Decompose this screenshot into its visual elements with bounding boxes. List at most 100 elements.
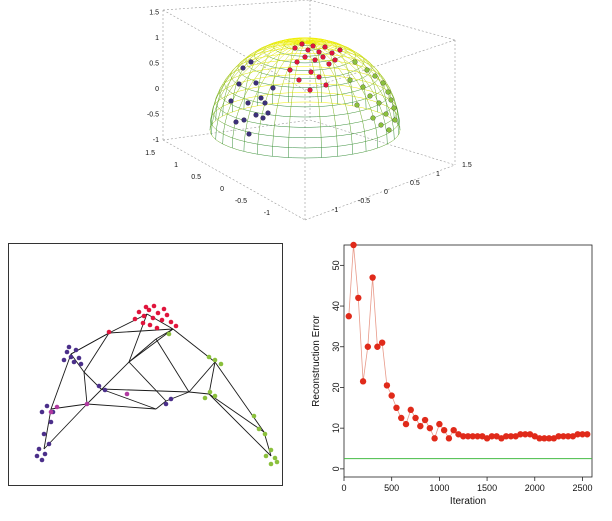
- error-data-point: [407, 406, 414, 414]
- hemisphere-data-point: [322, 44, 328, 50]
- hemisphere-data-point: [246, 131, 252, 137]
- error-data-point: [574, 431, 581, 438]
- graph-edge: [100, 388, 190, 393]
- x-tick-label: -1: [264, 210, 270, 217]
- error-data-point: [474, 433, 481, 440]
- graph-data-point: [54, 404, 60, 410]
- hemisphere-data-point: [253, 112, 259, 118]
- graph-edge: [83, 332, 110, 373]
- graph-data-point: [36, 446, 42, 452]
- hemisphere-data-point: [376, 100, 382, 106]
- mesh-meridian-line: [304, 41, 399, 135]
- hemisphere-data-point: [233, 119, 239, 125]
- graph-data-point: [161, 306, 167, 312]
- error-data-point: [412, 414, 419, 422]
- error-data-point: [359, 378, 367, 385]
- graph-data-point: [166, 331, 172, 337]
- graph-data-point: [141, 313, 147, 319]
- hemisphere-data-point: [248, 59, 254, 65]
- graph-data-point: [272, 455, 278, 461]
- mesh-meridian-line: [243, 39, 306, 109]
- embedding-graph-group: [34, 303, 280, 467]
- hemisphere-data-point: [310, 43, 316, 49]
- error-data-point: [545, 435, 553, 442]
- embedding-graph-svg: [34, 303, 280, 467]
- error-data-point: [564, 433, 572, 440]
- graph-data-point: [268, 461, 274, 467]
- graph-data-point: [274, 459, 280, 465]
- graph-data-point: [143, 304, 149, 310]
- graph-points: [34, 303, 280, 467]
- x-tick-label: 1.5: [145, 150, 155, 157]
- error-data-point: [445, 435, 453, 442]
- mesh-meridian-line: [231, 39, 306, 113]
- graph-data-point: [150, 315, 156, 321]
- mesh-meridian-line: [305, 41, 399, 126]
- embedding-graph-panel: [8, 243, 283, 486]
- x-tick-label: 1000: [429, 483, 449, 493]
- graph-data-point: [146, 307, 152, 313]
- hemisphere-data-point: [337, 47, 343, 53]
- hemisphere-data-point: [294, 59, 300, 65]
- z-tick-label: 1.5: [149, 10, 159, 17]
- z-tick-label: -0.5: [147, 112, 159, 119]
- hemisphere-data-point: [253, 80, 259, 86]
- error-chart-group: 0 500 1000 1500 2000 2500 0 10 20 30 40 50 Iteration…: [311, 241, 593, 507]
- hemisphere-3d-svg: -1 -0.5 0 0.5 1 1.5 1.5 1 0.5 0 -0.5 -1 -1 -0.5 0 0.5 1 1…: [145, 0, 472, 221]
- mesh-meridian-line: [215, 41, 306, 121]
- reconstruction-error-chart: 0 500 1000 1500 2000 2500 0 10 20 30 40 50 Iteration…: [290, 236, 606, 516]
- graph-edge: [43, 408, 52, 450]
- graph-data-point: [42, 451, 48, 457]
- graph-data-point: [106, 329, 112, 335]
- y-tick-label: 1.5: [462, 162, 472, 169]
- graph-edge: [208, 393, 272, 457]
- hemisphere-data-point: [364, 67, 370, 73]
- error-data-point: [555, 433, 562, 440]
- hemisphere-data-point: [392, 117, 398, 123]
- graph-data-point: [46, 441, 52, 447]
- error-data-point: [522, 431, 529, 438]
- graph-edge: [128, 361, 167, 402]
- error-data-point: [464, 433, 472, 440]
- graph-data-point: [262, 431, 268, 437]
- graph-edge: [188, 391, 210, 395]
- hemisphere-data-point: [258, 95, 264, 101]
- mesh-meridian-line: [272, 41, 306, 157]
- graph-data-point: [168, 396, 174, 402]
- graph-data-point: [218, 361, 224, 367]
- mesh-meridian-line: [222, 40, 306, 117]
- hemisphere-data-point: [228, 98, 234, 104]
- y-tick-label: 40: [331, 301, 341, 311]
- mesh-meridian-line: [211, 41, 306, 135]
- error-data-point: [584, 431, 591, 438]
- hemisphere-data-point: [312, 57, 318, 63]
- y-tick-label: 1: [436, 171, 440, 178]
- error-data-point: [560, 433, 567, 440]
- plot-frame: [343, 244, 593, 478]
- y-tick-label: 0.5: [410, 180, 420, 187]
- graph-data-point: [251, 413, 257, 419]
- x-tick-label: 2000: [525, 483, 545, 493]
- x-tick-label: 0: [220, 186, 224, 193]
- graph-data-point: [64, 349, 70, 355]
- graph-data-point: [48, 409, 54, 415]
- error-data-point: [579, 431, 586, 438]
- error-data-point: [364, 343, 372, 350]
- hemisphere-data-point: [236, 81, 242, 87]
- graph-data-point: [76, 355, 82, 361]
- graph-data-point: [202, 395, 208, 401]
- z-tick-label: 1: [155, 35, 159, 42]
- hemisphere-data-point: [308, 69, 314, 75]
- error-data-point: [393, 404, 400, 412]
- graph-edge: [155, 400, 167, 410]
- graph-data-point: [73, 347, 79, 353]
- graph-data-point: [39, 457, 45, 463]
- graph-edge: [128, 328, 174, 363]
- hemisphere-data-point: [326, 61, 332, 67]
- graph-edge: [108, 313, 148, 334]
- graph-edge: [100, 388, 157, 410]
- hemisphere-data-point: [383, 111, 389, 117]
- hemisphere-data-point: [391, 105, 397, 111]
- graph-edge: [50, 353, 72, 410]
- graph-data-point: [212, 393, 218, 399]
